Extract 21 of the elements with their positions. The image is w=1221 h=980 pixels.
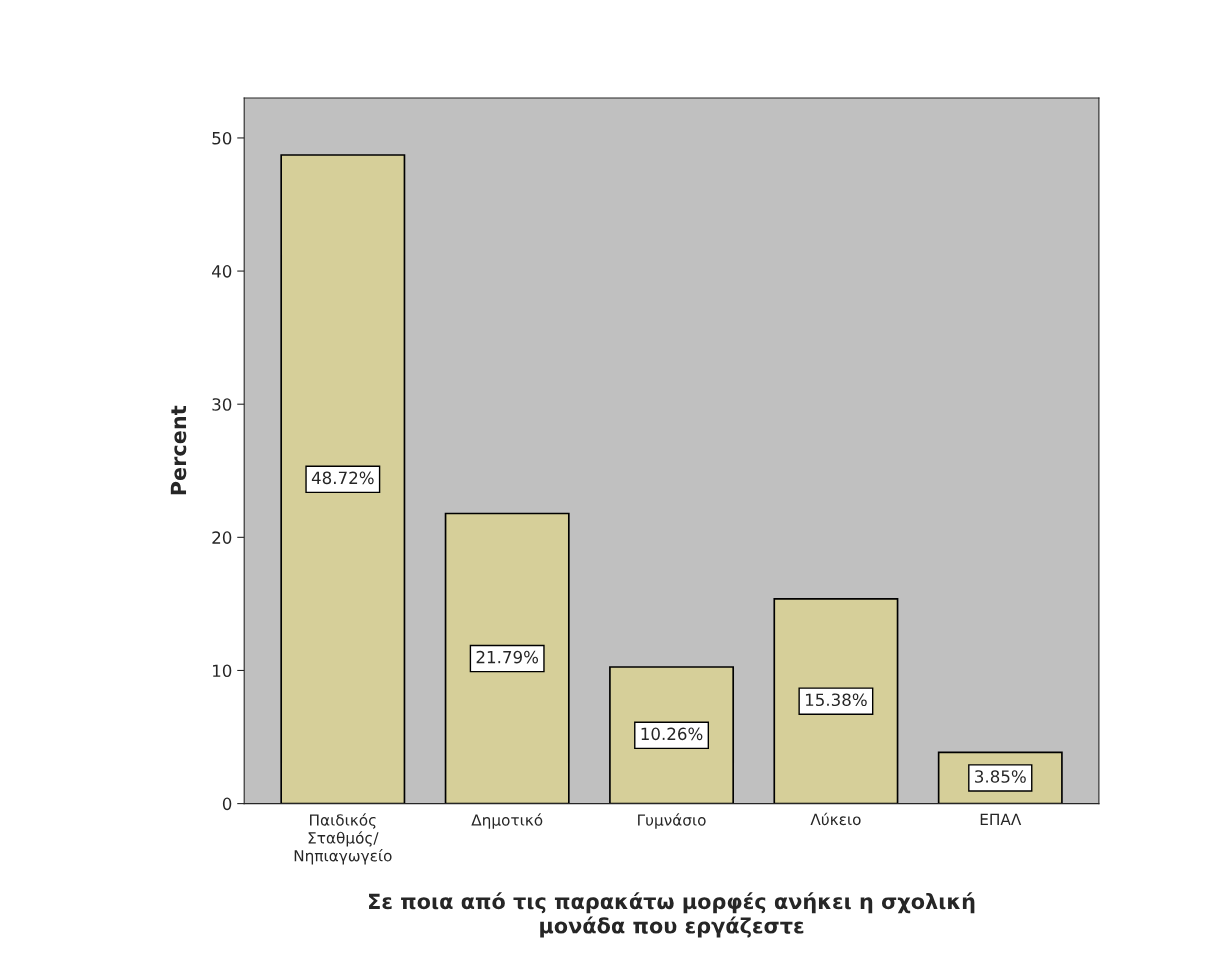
x-tick-label: ΕΠΑΛ (980, 813, 1022, 825)
x-tick-label: Λύκειο (810, 812, 861, 826)
y-tick-label: 30 (212, 398, 232, 411)
data-label: 3.85% (975, 770, 1026, 783)
data-label: 10.26% (641, 727, 703, 741)
y-axis-title: Percent (170, 405, 187, 495)
y-tick-label: 20 (212, 531, 232, 544)
bar (444, 512, 570, 804)
x-tick-label: Παιδικός Σταθμός/ Νηπιαγωγείο (294, 813, 392, 865)
y-tick-label: 0 (222, 797, 232, 811)
y-tick-label: 40 (212, 265, 232, 278)
x-axis-title: Σε ποια από τις παρακάτω μορφές ανήκει η σχολική μονάδα που εργάζεστε (369, 892, 975, 938)
y-tick-label: 50 (212, 131, 232, 145)
bar (280, 154, 406, 804)
data-label: 48.72% (311, 471, 374, 485)
bar (773, 598, 899, 804)
x-tick-label: Δημοτικό (471, 813, 543, 829)
data-label: 21.79% (476, 650, 539, 664)
y-tick-label: 10 (213, 664, 232, 678)
x-tick-label: Γυμνάσιο (638, 813, 706, 829)
data-label: 15.38% (805, 693, 867, 707)
